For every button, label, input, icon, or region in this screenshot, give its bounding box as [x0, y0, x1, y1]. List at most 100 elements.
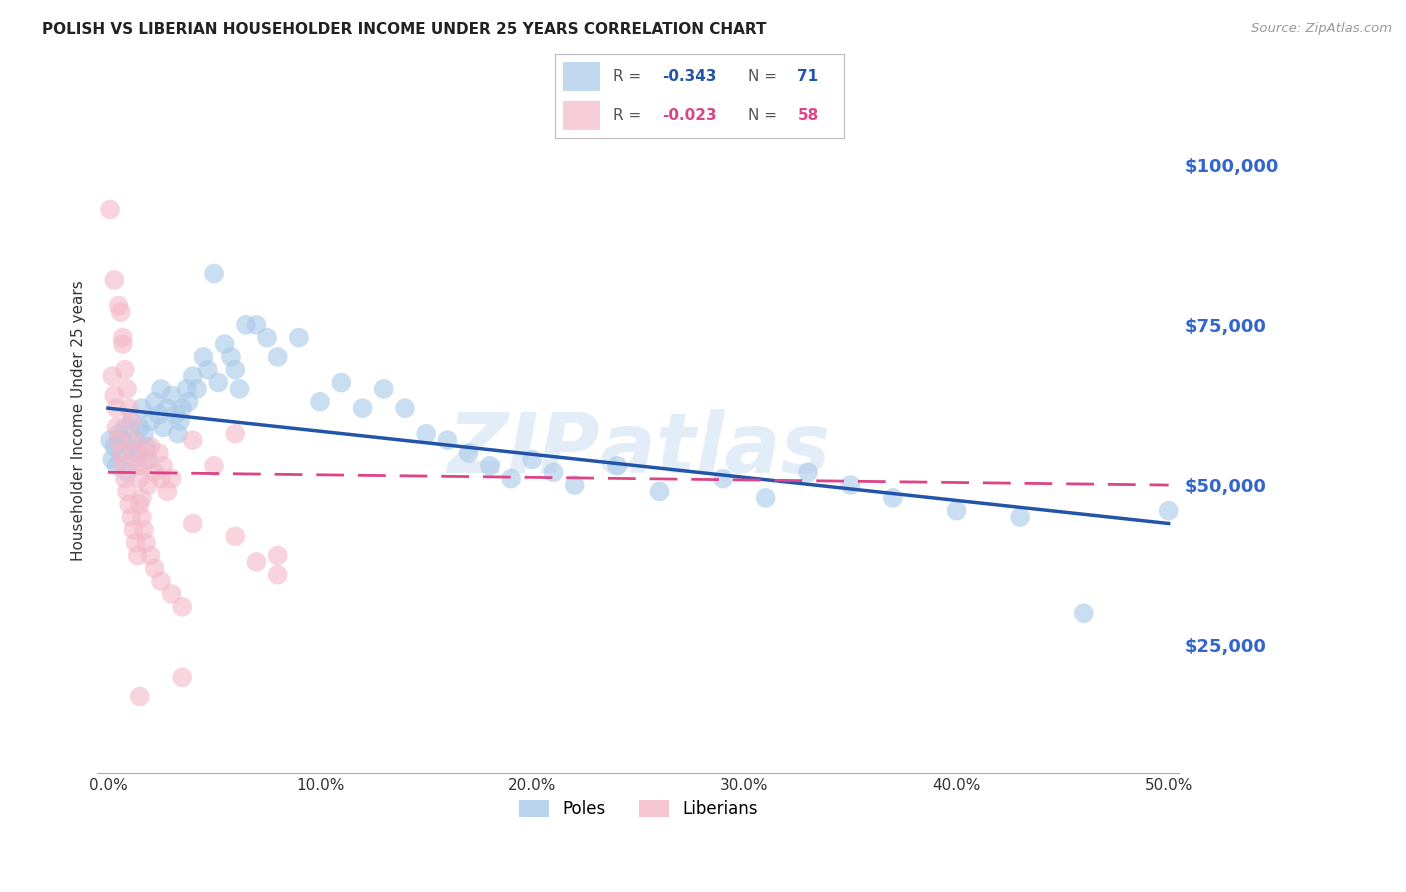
Point [120, 414, 142, 428]
Point [135, 535, 157, 549]
Point [152, 420, 174, 434]
Point [131, 491, 153, 505]
Point [266, 567, 288, 582]
Point [224, 529, 246, 543]
Point [143, 394, 166, 409]
Point [167, 426, 190, 441]
Point [111, 331, 134, 345]
Point [224, 362, 246, 376]
Point [160, 472, 183, 486]
Point [436, 433, 458, 447]
Point [114, 472, 136, 486]
Point [522, 452, 544, 467]
Text: 71: 71 [797, 69, 818, 84]
Point [160, 587, 183, 601]
Point [143, 465, 166, 479]
Point [118, 440, 141, 454]
Point [606, 458, 628, 473]
Point [128, 472, 150, 486]
Point [219, 350, 242, 364]
Point [127, 458, 149, 473]
FancyBboxPatch shape [562, 62, 600, 91]
Point [197, 362, 219, 376]
Point [172, 599, 194, 614]
Point [256, 331, 278, 345]
Point [499, 472, 522, 486]
Point [181, 433, 204, 447]
Point [136, 452, 159, 467]
Point [128, 420, 150, 434]
Point [103, 273, 125, 287]
Point [135, 446, 157, 460]
Point [755, 491, 778, 505]
Point [288, 331, 311, 345]
Point [181, 516, 204, 531]
Point [110, 446, 132, 460]
Y-axis label: Householder Income Under 25 years: Householder Income Under 25 years [72, 281, 86, 561]
Point [115, 382, 138, 396]
Point [172, 670, 194, 684]
Point [1073, 606, 1095, 620]
Point [127, 549, 149, 563]
Point [152, 458, 174, 473]
Point [945, 504, 967, 518]
Point [352, 401, 374, 416]
Point [136, 478, 159, 492]
Point [478, 458, 501, 473]
Point [330, 376, 353, 390]
Point [105, 420, 128, 434]
Point [245, 555, 267, 569]
Point [373, 382, 395, 396]
Point [156, 484, 179, 499]
Point [118, 401, 141, 416]
Point [160, 388, 183, 402]
Point [120, 414, 142, 428]
Point [101, 452, 124, 467]
Point [207, 376, 229, 390]
Point [543, 465, 565, 479]
Point [415, 426, 437, 441]
Point [110, 446, 132, 460]
Point [150, 574, 173, 589]
Text: Source: ZipAtlas.com: Source: ZipAtlas.com [1251, 22, 1392, 36]
Point [101, 369, 124, 384]
Point [124, 535, 146, 549]
Point [564, 478, 586, 492]
Point [711, 472, 734, 486]
Point [648, 484, 671, 499]
Point [98, 433, 121, 447]
Point [172, 401, 194, 416]
Point [139, 440, 162, 454]
Point [228, 382, 250, 396]
Point [128, 497, 150, 511]
Point [114, 362, 136, 376]
Point [266, 350, 288, 364]
Point [202, 458, 225, 473]
Point [111, 433, 134, 447]
Point [169, 414, 191, 428]
Point [177, 394, 200, 409]
Point [131, 510, 153, 524]
Point [122, 523, 145, 537]
Point [176, 382, 198, 396]
Point [245, 318, 267, 332]
Point [111, 337, 134, 351]
Text: R =: R = [613, 108, 647, 123]
Point [107, 299, 129, 313]
Point [193, 350, 215, 364]
Text: 58: 58 [797, 108, 818, 123]
Point [122, 452, 145, 467]
Point [122, 433, 145, 447]
Point [115, 465, 138, 479]
Point [1010, 510, 1032, 524]
Point [114, 420, 136, 434]
Point [110, 305, 132, 319]
Point [156, 401, 179, 416]
Point [105, 458, 128, 473]
Point [202, 267, 225, 281]
Point [127, 446, 149, 460]
Point [111, 458, 134, 473]
Legend: Poles, Liberians: Poles, Liberians [512, 794, 765, 825]
Point [128, 690, 150, 704]
Point [135, 440, 157, 454]
